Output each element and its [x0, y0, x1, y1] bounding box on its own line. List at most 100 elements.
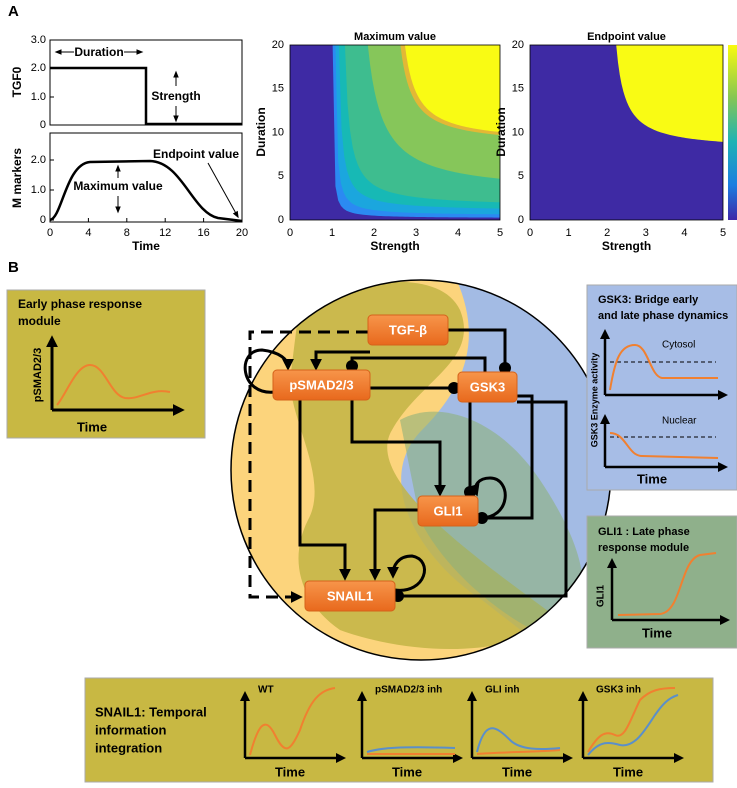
y-axis-label: Duration — [494, 107, 508, 156]
curve — [476, 727, 561, 753]
node-label: GLI1 — [434, 503, 463, 518]
y-tick-label: 5 — [278, 170, 284, 182]
plot-label: GSK3 inh — [596, 685, 641, 696]
curve — [587, 694, 679, 756]
edge — [448, 328, 511, 374]
plot-frame — [289, 44, 501, 221]
self-loop — [243, 348, 294, 394]
x-axis-label: Time — [613, 764, 643, 779]
dashed-edge — [248, 330, 368, 603]
curve — [609, 343, 718, 391]
curve — [249, 687, 336, 756]
module-title: GSK3: Bridge early — [598, 294, 699, 306]
y-tick-label: 0 — [518, 214, 524, 226]
heatmap-region — [616, 45, 723, 142]
annotation: Duration — [74, 45, 123, 59]
y-tick-label: 10 — [512, 126, 524, 138]
annotation: Maximum value — [73, 179, 163, 193]
node-label: SNAIL1 — [327, 588, 373, 603]
curve — [476, 749, 561, 755]
label-bg — [74, 45, 124, 59]
plot-label: pSMAD2/3 inh — [375, 685, 442, 696]
edge — [298, 400, 351, 581]
module-title: information — [95, 722, 167, 737]
x-tick-label: 12 — [159, 227, 171, 239]
module-box — [6, 289, 206, 439]
y-axis-label: TGF0 — [10, 66, 24, 97]
y-tick-label: 15 — [512, 83, 524, 95]
y-tick-label: 20 — [272, 39, 284, 51]
x-tick-label: 4 — [85, 227, 91, 239]
node — [304, 580, 396, 612]
module-box — [84, 677, 714, 783]
heatmap-title: Endpoint value — [587, 31, 666, 43]
module-title: GLI1 : Late phase — [598, 526, 690, 538]
y-tick-label: 3.0 — [31, 34, 46, 46]
x-tick-label: 16 — [197, 227, 209, 239]
curve — [366, 746, 456, 753]
annotation: Endpoint value — [153, 147, 239, 161]
y-axis-label: GSK3 Enzyme activity — [589, 353, 599, 448]
edge — [310, 350, 370, 371]
edge — [476, 394, 534, 524]
curve — [617, 552, 717, 616]
heatmap-title: Maximum value — [354, 31, 436, 43]
x-axis-label: Time — [77, 419, 107, 434]
y-tick-label: 2.0 — [31, 62, 46, 74]
y-tick-label: 1.0 — [31, 91, 46, 103]
plot-label: GLI inh — [485, 685, 519, 696]
module-title: Early phase response — [18, 297, 142, 311]
module-title: response module — [598, 542, 689, 554]
x-tick-label: 5 — [497, 227, 503, 239]
y-axis-label: GLI1 — [596, 584, 607, 607]
y-tick-label: 10 — [272, 126, 284, 138]
node — [272, 369, 371, 401]
panel-label: A — [8, 3, 19, 20]
curve — [56, 363, 171, 406]
node — [417, 495, 479, 527]
x-tick-label: 0 — [47, 227, 53, 239]
y-axis-label: M markers — [10, 148, 24, 208]
edge — [369, 508, 418, 581]
x-tick-label: 20 — [236, 227, 248, 239]
x-axis-label: Strength — [602, 239, 651, 253]
node-label: pSMAD2/3 — [289, 377, 353, 392]
y-tick-label: 15 — [272, 83, 284, 95]
x-axis-label: Time — [502, 764, 532, 779]
y-axis-label: pSMAD2/3 — [32, 348, 44, 402]
edge — [392, 400, 568, 602]
edge — [350, 400, 446, 497]
x-axis-label: Time — [637, 471, 667, 486]
self-loop — [387, 554, 426, 592]
module-title: and late phase dynamics — [598, 310, 728, 322]
input-step — [50, 66, 242, 126]
x-tick-label: 8 — [124, 227, 130, 239]
x-axis-label: Time — [392, 764, 422, 779]
x-tick-label: 4 — [455, 227, 461, 239]
x-tick-label: 1 — [566, 227, 572, 239]
curve — [609, 432, 719, 459]
module-title: module — [18, 314, 61, 328]
x-tick-label: 3 — [643, 227, 649, 239]
node-label: GSK3 — [470, 379, 505, 394]
x-tick-label: 1 — [329, 227, 335, 239]
node-label: TGF-β — [389, 322, 427, 337]
node — [457, 371, 518, 403]
x-tick-label: 0 — [527, 227, 533, 239]
self-loop — [468, 476, 507, 520]
panel-label: B — [8, 259, 19, 276]
x-tick-label: 2 — [604, 227, 610, 239]
curve — [587, 687, 676, 753]
x-tick-label: 0 — [287, 227, 293, 239]
x-axis-label: Strength — [370, 239, 419, 253]
y-tick-label: 0 — [40, 214, 46, 226]
green-region — [400, 411, 584, 642]
module-title: SNAIL1: Temporal — [95, 704, 207, 719]
plot-frame — [49, 132, 243, 223]
plot-frame — [529, 44, 724, 221]
colorbar — [728, 45, 737, 220]
x-tick-label: 3 — [413, 227, 419, 239]
y-tick-label: 5 — [518, 170, 524, 182]
y-tick-label: 1.0 — [31, 184, 46, 196]
heatmap-region — [404, 45, 500, 133]
